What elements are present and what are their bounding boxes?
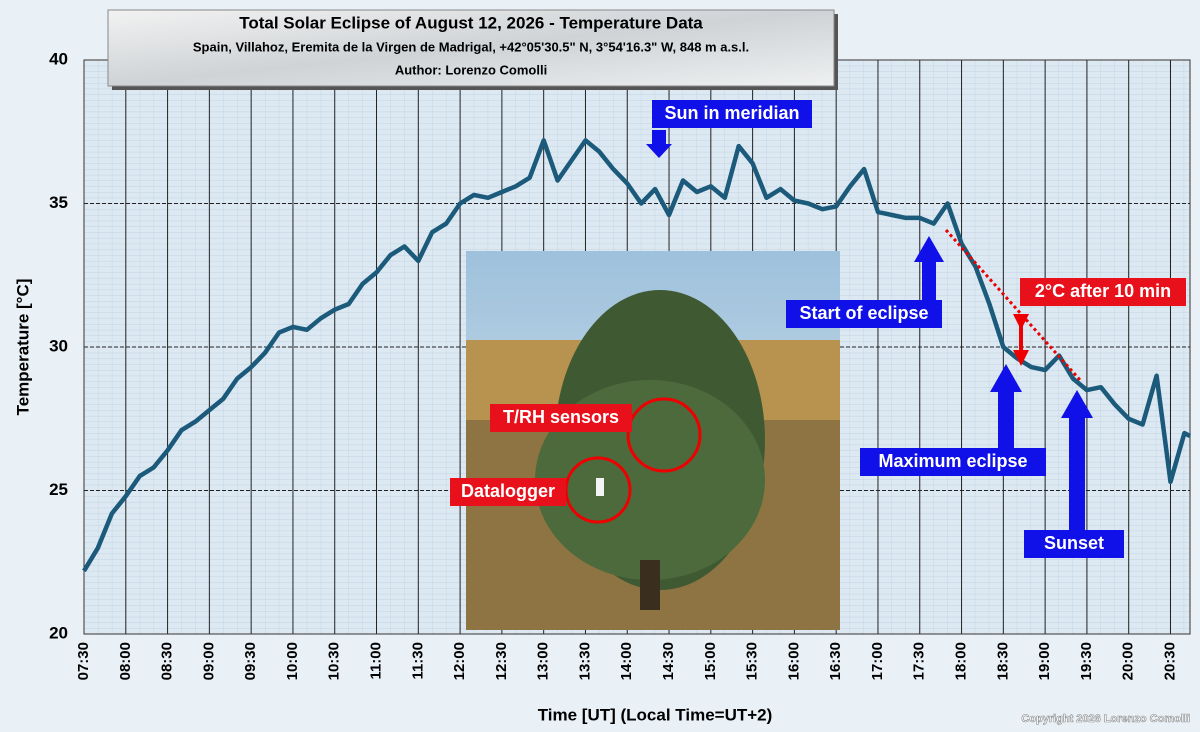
- y-tick-label: 40: [49, 49, 68, 68]
- x-tick-label: 18:30: [994, 642, 1011, 680]
- x-tick-label: 10:30: [326, 642, 343, 680]
- x-tick-label: 14:30: [660, 642, 677, 680]
- x-tick-label: 15:30: [744, 642, 761, 680]
- title-box: Total Solar Eclipse of August 12, 2026 -…: [107, 9, 838, 90]
- y-tick-label: 30: [49, 336, 68, 355]
- x-tick-label: 10:00: [284, 642, 301, 680]
- x-tick-label: 07:30: [75, 642, 92, 680]
- x-tick-label: 11:00: [367, 642, 384, 680]
- x-tick-label: 08:00: [117, 642, 134, 680]
- chart-author: Author: Lorenzo Comolli: [395, 62, 547, 77]
- x-tick-label: 20:00: [1120, 642, 1137, 680]
- x-tick-label: 09:30: [242, 642, 259, 680]
- x-tick-label: 20:30: [1161, 642, 1178, 680]
- x-tick-label: 13:30: [576, 642, 593, 680]
- photo: T/RH sensors Datalogger: [450, 251, 840, 630]
- x-tick-label: 16:30: [827, 642, 844, 680]
- chart-title: Total Solar Eclipse of August 12, 2026 -…: [239, 13, 703, 32]
- x-tick-label: 11:30: [409, 642, 426, 680]
- y-tick-label: 35: [49, 193, 68, 212]
- x-tick-label: 14:00: [618, 642, 635, 680]
- x-tick-label: 17:00: [869, 642, 886, 680]
- photo-label: T/RH sensors: [503, 407, 619, 427]
- copyright: Copyright 2026 Lorenzo Comolli: [1021, 713, 1190, 725]
- x-tick-label: 13:00: [535, 642, 552, 680]
- y-axis-label: Temperature [°C]: [13, 279, 32, 416]
- annotation: Sun in meridian: [664, 103, 799, 123]
- data-line: [82, 138, 1192, 573]
- x-axis-label: Time [UT] (Local Time=UT+2): [538, 705, 773, 724]
- x-tick-label: 09:00: [200, 642, 217, 680]
- annotation: Sunset: [1044, 533, 1104, 553]
- annotation: 2°C after 10 min: [1035, 281, 1171, 301]
- y-tick-label: 20: [49, 623, 68, 642]
- x-tick-label: 08:30: [159, 642, 176, 680]
- x-tick-label: 12:30: [493, 642, 510, 680]
- x-tick-label: 19:30: [1078, 642, 1095, 680]
- annotations: Sun in meridian Start of eclipse Maximum…: [646, 100, 1186, 558]
- annotation: Maximum eclipse: [878, 451, 1027, 471]
- y-tick-label: 25: [49, 480, 68, 499]
- annotation: Start of eclipse: [799, 303, 928, 323]
- x-tick-label: 12:00: [451, 642, 468, 680]
- x-tick-label: 17:30: [911, 642, 928, 680]
- x-tick-label: 15:00: [702, 642, 719, 680]
- photo-label: Datalogger: [461, 481, 555, 501]
- x-tick-label: 18:00: [953, 642, 970, 680]
- x-tick-label: 19:00: [1036, 642, 1053, 680]
- x-tick-label: 16:00: [785, 642, 802, 680]
- chart-subtitle: Spain, Villahoz, Eremita de la Virgen de…: [193, 39, 749, 54]
